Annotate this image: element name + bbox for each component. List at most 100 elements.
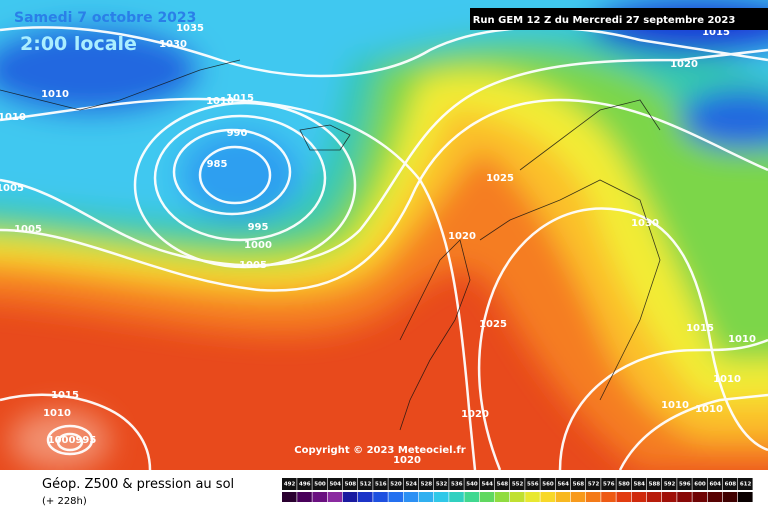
- legend-label: 592: [664, 482, 676, 488]
- run-label: Run GEM 12 Z du Mercredi 27 septembre 20…: [473, 15, 736, 26]
- legend-swatch: [662, 492, 677, 502]
- legend-swatch: [418, 492, 434, 502]
- isobar-label: 985: [207, 159, 228, 170]
- isobar-label: 1015: [702, 27, 730, 38]
- legend-swatch: [525, 492, 540, 502]
- legend-swatch: [327, 492, 343, 502]
- legend-swatch: [373, 492, 388, 502]
- legend-label-box: [479, 478, 495, 490]
- legend-label-box: [403, 478, 419, 490]
- legend-label: 540: [466, 482, 478, 488]
- isobar-label: 1010: [713, 374, 741, 385]
- isobar-label: 1000995: [48, 435, 97, 446]
- legend-label: 576: [603, 482, 615, 488]
- legend-label: 604: [709, 482, 721, 488]
- legend-label-box: [662, 478, 677, 490]
- legend-swatch: [479, 492, 495, 502]
- legend-swatch: [677, 492, 692, 502]
- legend-label: 548: [497, 482, 509, 488]
- legend-label: 508: [345, 482, 357, 488]
- legend-swatch: [449, 492, 464, 502]
- legend-label: 500: [314, 482, 326, 488]
- legend-swatch: [510, 492, 525, 502]
- legend-swatch: [403, 492, 419, 502]
- legend-label-box: [631, 478, 647, 490]
- legend-label-box: [297, 478, 312, 490]
- isobar-label: 1025: [486, 173, 514, 184]
- isobar-label: 1030: [159, 39, 187, 50]
- isobar-label: 1010: [0, 112, 26, 123]
- legend-swatch: [722, 492, 738, 502]
- legend-label: 600: [694, 482, 706, 488]
- legend-label-box: [707, 478, 723, 490]
- copyright: Copyright © 2023 Meteociel.fr: [294, 445, 465, 456]
- legend-label: 560: [542, 482, 554, 488]
- legend-label: 520: [390, 482, 402, 488]
- legend-label: 608: [725, 482, 737, 488]
- footer-lead: (+ 228h): [42, 496, 87, 507]
- legend-label: 564: [557, 482, 569, 488]
- legend-swatch: [631, 492, 647, 502]
- isobar-label: 1005: [0, 183, 24, 194]
- legend-label-box: [722, 478, 738, 490]
- legend-swatch: [692, 492, 707, 502]
- legend: 492 496 500 504 508 512 516 520 524 528 532 536 540 5…: [282, 478, 753, 502]
- legend-label: 532: [436, 482, 448, 488]
- isobar-label: 1000: [244, 240, 272, 251]
- legend-label-box: [327, 478, 343, 490]
- isobar-label: 1010: [695, 404, 723, 415]
- legend-swatch: [540, 492, 555, 502]
- legend-label-box: [388, 478, 403, 490]
- legend-label-box: [434, 478, 449, 490]
- legend-label-box: [540, 478, 555, 490]
- isobar-label: 1010: [728, 334, 756, 345]
- legend-swatch: [312, 492, 327, 502]
- legend-label: 552: [512, 482, 524, 488]
- isobar-label: 1020: [461, 409, 489, 420]
- isobar-label: 1015: [686, 323, 714, 334]
- isobar-label: 1020: [393, 455, 421, 466]
- isobar-label: 1020: [670, 59, 698, 70]
- legend-label: 556: [527, 482, 539, 488]
- map: [0, 0, 768, 470]
- footer-title: Géop. Z500 & pression au sol: [42, 477, 234, 492]
- isobar-label: 1035: [176, 23, 204, 34]
- legend-label: 536: [451, 482, 463, 488]
- legend-swatch: [555, 492, 571, 502]
- legend-label: 524: [405, 482, 417, 488]
- legend-label: 496: [299, 482, 311, 488]
- legend-label: 580: [618, 482, 630, 488]
- isobar-label: 1015: [226, 93, 254, 104]
- legend-swatch: [282, 492, 297, 502]
- legend-label-box: [601, 478, 616, 490]
- legend-label-box: [449, 478, 464, 490]
- isobar-label: 1005: [14, 224, 42, 235]
- legend-swatch: [616, 492, 631, 502]
- legend-label: 572: [588, 482, 600, 488]
- legend-label-box: [677, 478, 692, 490]
- legend-label: 516: [375, 482, 387, 488]
- forecast-date: Samedi 7 octobre 2023: [14, 10, 196, 26]
- legend-swatch: [646, 492, 662, 502]
- legend-swatch: [570, 492, 586, 502]
- isobar-label: 995: [248, 222, 269, 233]
- legend-label-box: [373, 478, 388, 490]
- legend-label-box: [692, 478, 707, 490]
- legend-swatch: [342, 492, 358, 502]
- legend-label: 492: [284, 482, 296, 488]
- legend-label: 612: [740, 482, 752, 488]
- legend-label-box: [510, 478, 525, 490]
- legend-swatch: [434, 492, 449, 502]
- legend-label-box: [646, 478, 662, 490]
- legend-label-box: [358, 478, 373, 490]
- legend-label-box: [616, 478, 631, 490]
- legend-label-box: [494, 478, 510, 490]
- legend-label-box: [282, 478, 297, 490]
- legend-label: 528: [421, 482, 433, 488]
- legend-swatch: [494, 492, 510, 502]
- legend-swatch: [297, 492, 312, 502]
- isobar-label: 1020: [448, 231, 476, 242]
- legend-label: 512: [360, 482, 372, 488]
- isobar-labels: 1035103010101010101510109909851005100599…: [0, 23, 756, 466]
